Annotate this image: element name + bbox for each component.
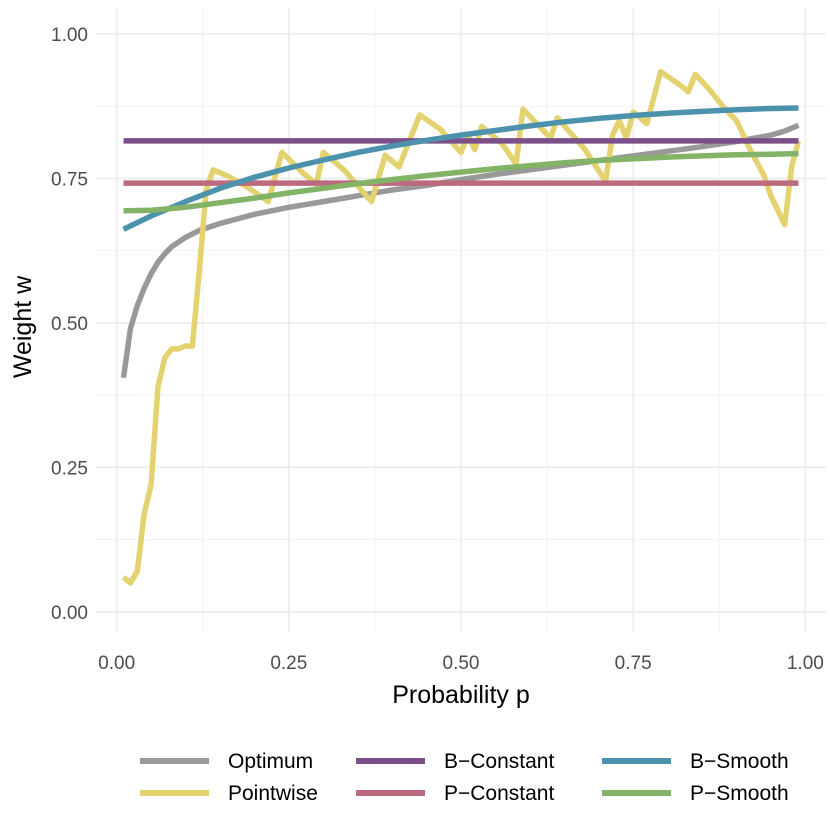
y-tick-label: 0.00 [51,603,88,624]
x-tick-label: 0.25 [270,653,307,674]
series-line-p-smooth [123,150,799,214]
legend: Optimum Pointwise B−Constant P−Constant B−Sm… [140,750,789,805]
series-line-b-smooth [122,105,799,232]
legend-label-b-smooth: B−Smooth [690,750,789,773]
legend-label-p-smooth: P−Smooth [690,782,789,805]
series-line-pointwise [121,68,802,586]
series-lines [120,68,802,586]
x-tick-label: 0.75 [615,653,652,674]
x-tick-labels: 0.00 0.25 0.50 0.75 1.00 [98,653,824,674]
x-tick-label: 1.00 [787,653,824,674]
x-axis-title: Probability p [392,681,530,709]
legend-label-pointwise: Pointwise [228,782,318,805]
legend-label-optimum: Optimum [228,750,313,773]
legend-label-p-constant: P−Constant [444,782,554,805]
y-tick-label: 0.25 [51,458,88,479]
legend-label-b-constant: B−Constant [444,750,554,773]
x-tick-label: 0.00 [98,653,135,674]
series-line-optimum [120,122,800,379]
y-tick-label: 1.00 [51,25,88,46]
y-axis-title: Weight w [9,275,37,378]
y-tick-label: 0.75 [51,169,88,190]
x-tick-label: 0.50 [443,653,480,674]
y-tick-label: 0.50 [51,314,88,335]
y-tick-labels: 0.00 0.25 0.50 0.75 1.00 [51,25,88,624]
